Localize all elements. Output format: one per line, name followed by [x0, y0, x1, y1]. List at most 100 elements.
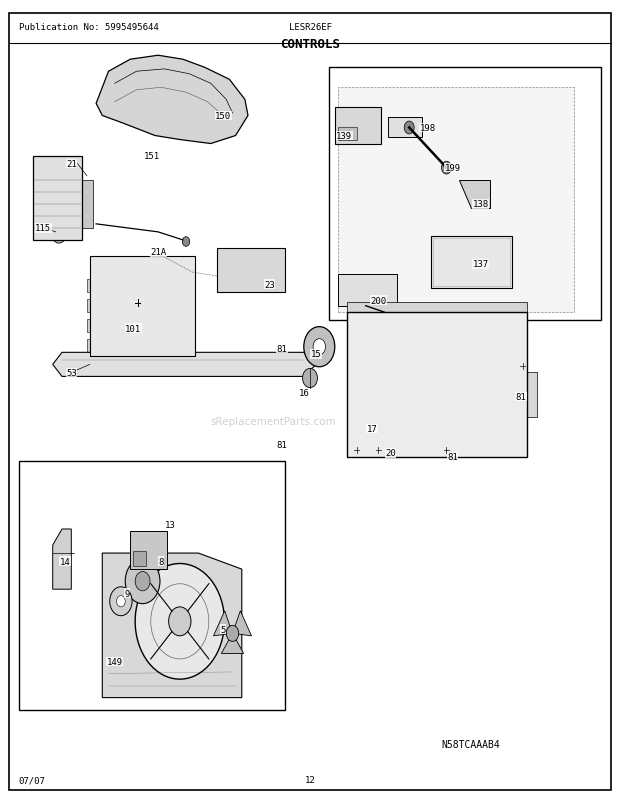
Text: 5: 5	[221, 625, 226, 634]
Polygon shape	[53, 529, 71, 589]
Text: 198: 198	[420, 124, 436, 133]
Polygon shape	[232, 611, 252, 636]
Text: 07/07: 07/07	[19, 775, 45, 784]
Circle shape	[125, 559, 160, 604]
Text: 16: 16	[298, 388, 309, 398]
Circle shape	[360, 420, 365, 427]
Circle shape	[276, 269, 282, 277]
Circle shape	[407, 420, 412, 427]
Text: 23: 23	[264, 280, 275, 290]
Text: 199: 199	[445, 164, 461, 173]
Polygon shape	[102, 553, 242, 698]
Text: 14: 14	[60, 557, 71, 566]
Circle shape	[441, 162, 451, 175]
Circle shape	[397, 420, 402, 427]
Polygon shape	[53, 353, 316, 377]
Text: 101: 101	[125, 324, 141, 334]
Text: 17: 17	[366, 424, 378, 434]
Circle shape	[51, 225, 66, 244]
Bar	[433, 239, 510, 286]
Text: 138: 138	[472, 200, 489, 209]
Bar	[329, 68, 601, 321]
Bar	[388, 118, 422, 138]
Text: 20: 20	[385, 448, 396, 458]
Bar	[87, 300, 94, 313]
Circle shape	[303, 369, 317, 388]
Bar	[526, 373, 537, 417]
Text: 200: 200	[370, 296, 386, 306]
Text: 8: 8	[159, 557, 164, 566]
Text: 139: 139	[336, 132, 352, 141]
Circle shape	[404, 122, 414, 135]
Bar	[335, 108, 381, 144]
Bar	[431, 237, 512, 289]
Circle shape	[133, 297, 143, 310]
Circle shape	[353, 446, 360, 456]
Circle shape	[374, 446, 382, 456]
Bar	[375, 385, 381, 409]
Circle shape	[370, 420, 374, 427]
Text: 115: 115	[35, 224, 51, 233]
Circle shape	[110, 587, 132, 616]
Bar	[366, 385, 372, 409]
Text: 53: 53	[66, 368, 77, 378]
Text: 150: 150	[215, 111, 231, 121]
Circle shape	[443, 446, 450, 456]
Text: CONTROLS: CONTROLS	[280, 38, 340, 51]
Circle shape	[519, 362, 526, 371]
Bar	[87, 340, 94, 353]
Circle shape	[268, 269, 274, 277]
Text: 21A: 21A	[150, 248, 166, 257]
Bar	[87, 320, 94, 333]
Bar	[384, 385, 391, 409]
Bar	[81, 180, 93, 229]
Text: 12: 12	[304, 775, 316, 784]
Bar	[222, 261, 256, 287]
Text: 151: 151	[144, 152, 160, 161]
Circle shape	[379, 420, 384, 427]
Polygon shape	[221, 634, 244, 654]
Circle shape	[416, 420, 421, 427]
Bar	[217, 249, 285, 293]
Text: 13: 13	[165, 520, 176, 530]
Bar	[403, 385, 409, 409]
Bar	[347, 302, 527, 314]
Text: Publication No: 5995495644: Publication No: 5995495644	[19, 22, 158, 32]
Bar	[33, 156, 82, 241]
Bar	[90, 257, 195, 357]
Polygon shape	[213, 611, 232, 636]
Text: 81: 81	[447, 452, 458, 462]
Bar	[338, 274, 397, 306]
Bar	[87, 280, 94, 293]
Circle shape	[117, 596, 125, 607]
Bar	[347, 313, 527, 457]
Text: 137: 137	[472, 260, 489, 269]
Bar	[19, 461, 285, 710]
Bar	[338, 88, 574, 313]
Bar	[412, 385, 418, 409]
Circle shape	[313, 339, 326, 355]
Text: 149: 149	[107, 657, 123, 666]
Bar	[394, 385, 400, 409]
Bar	[360, 369, 440, 417]
Text: LESR26EF: LESR26EF	[288, 22, 332, 32]
Circle shape	[260, 269, 266, 277]
Bar	[133, 552, 146, 566]
Circle shape	[135, 572, 150, 591]
Circle shape	[388, 420, 393, 427]
Text: 21: 21	[66, 160, 77, 169]
Text: sReplacementParts.com: sReplacementParts.com	[210, 416, 335, 426]
Circle shape	[135, 564, 224, 679]
Bar	[130, 531, 167, 569]
Polygon shape	[459, 180, 490, 209]
Text: N58TCAAAB4: N58TCAAAB4	[442, 739, 500, 749]
Circle shape	[304, 327, 335, 367]
Circle shape	[182, 237, 190, 247]
Text: 9: 9	[125, 589, 130, 598]
Text: 81: 81	[277, 440, 288, 450]
Circle shape	[169, 607, 191, 636]
Text: 81: 81	[277, 344, 288, 354]
Polygon shape	[96, 56, 248, 144]
Text: 81: 81	[515, 392, 526, 402]
Text: 15: 15	[311, 350, 322, 359]
